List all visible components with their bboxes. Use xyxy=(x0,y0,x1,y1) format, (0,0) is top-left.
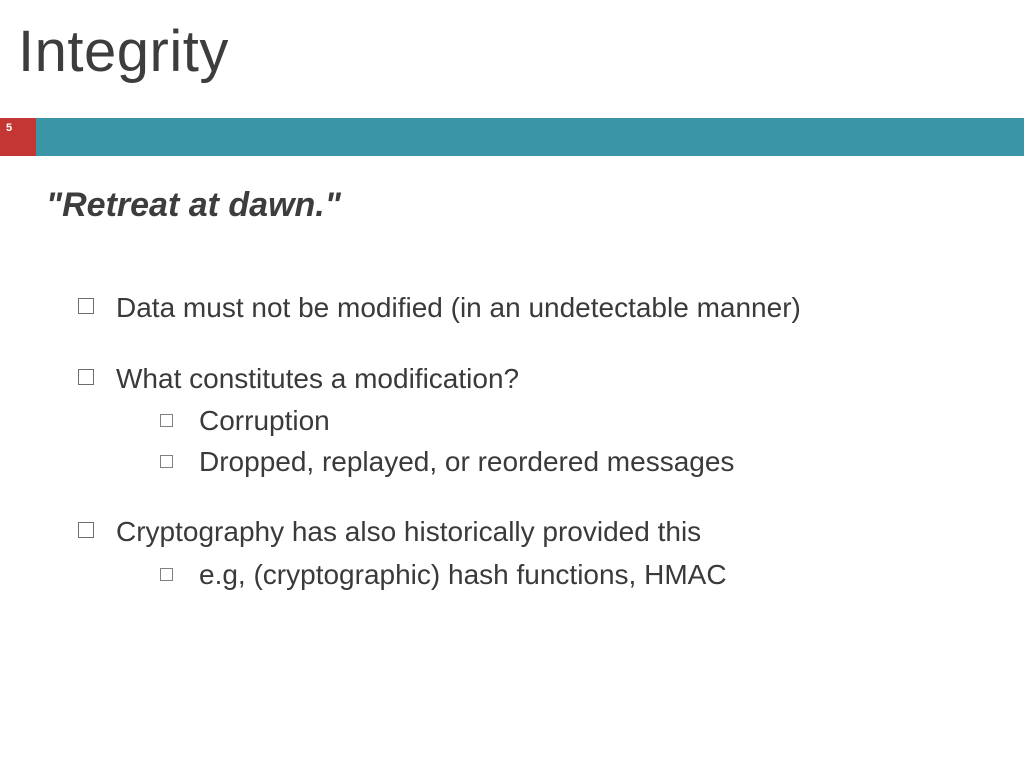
sub-list-item-text: e.g, (cryptographic) hash functions, HMA… xyxy=(199,555,727,596)
quote-text: "Retreat at dawn." xyxy=(46,186,341,225)
list-item: Cryptography has also historically provi… xyxy=(78,512,994,595)
square-bullet-icon xyxy=(78,522,94,538)
square-bullet-icon xyxy=(160,568,173,581)
square-bullet-icon xyxy=(160,455,173,468)
sub-list-item-text: Corruption xyxy=(199,401,330,442)
list-item: What constitutes a modification? Corrupt… xyxy=(78,359,994,483)
list-item-text: Cryptography has also historically provi… xyxy=(116,516,701,547)
sub-list-item: e.g, (cryptographic) hash functions, HMA… xyxy=(160,555,727,596)
page-number: 5 xyxy=(6,122,12,134)
square-bullet-icon xyxy=(78,298,94,314)
page-number-box: 5 xyxy=(0,118,36,156)
bullet-list: Data must not be modified (in an undetec… xyxy=(78,288,994,596)
list-item-text: Data must not be modified (in an undetec… xyxy=(116,292,801,323)
accent-bar: 5 xyxy=(0,118,1024,156)
list-item-text: What constitutes a modification? xyxy=(116,363,519,394)
square-bullet-icon xyxy=(78,369,94,385)
sub-list-item: Dropped, replayed, or reordered messages xyxy=(160,442,734,483)
accent-bar-teal xyxy=(36,118,1024,156)
list-item: Data must not be modified (in an undetec… xyxy=(78,288,994,329)
sub-list-item-text: Dropped, replayed, or reordered messages xyxy=(199,442,734,483)
slide-title: Integrity xyxy=(18,18,229,85)
square-bullet-icon xyxy=(160,414,173,427)
sub-list-item: Corruption xyxy=(160,401,734,442)
slide: Integrity 5 "Retreat at dawn." Data must… xyxy=(0,0,1024,768)
